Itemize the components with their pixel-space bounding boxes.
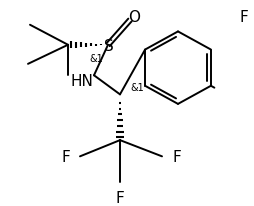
- Text: S: S: [104, 39, 114, 54]
- Text: O: O: [128, 10, 140, 25]
- Text: &1: &1: [89, 54, 103, 64]
- Text: F: F: [61, 149, 70, 164]
- Text: F: F: [172, 149, 181, 164]
- Text: F: F: [240, 10, 248, 25]
- Text: F: F: [116, 190, 124, 205]
- Text: &1: &1: [130, 82, 144, 92]
- Text: HN: HN: [71, 73, 93, 88]
